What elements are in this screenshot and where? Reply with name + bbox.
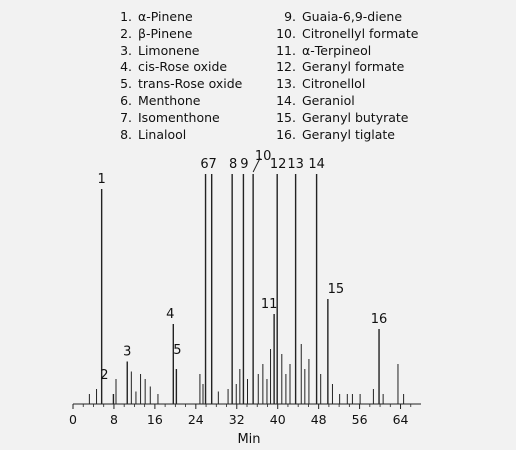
x-tick-label: 56 xyxy=(352,412,368,427)
legend-item: 8. Linalool xyxy=(118,127,186,142)
peak-label: 4 xyxy=(166,307,174,322)
legend-number: 2. xyxy=(120,25,132,41)
legend-item: 16. Geranyl tiglate xyxy=(275,127,395,142)
peak-label: 14 xyxy=(308,157,325,172)
legend-item: 9. Guaia-6,9-diene xyxy=(275,9,402,24)
legend-compound-name: Isomenthone xyxy=(138,109,220,125)
legend-number: 8. xyxy=(120,126,132,142)
legend-number: 11. xyxy=(276,42,296,58)
x-tick-label: 48 xyxy=(311,412,327,427)
x-axis-label: Min xyxy=(237,432,260,447)
legend-number: 10. xyxy=(276,25,296,41)
peak-label: 3 xyxy=(123,345,131,360)
peak-label: 12 xyxy=(270,157,287,172)
legend-compound-name: trans-Rose oxide xyxy=(138,76,243,92)
peak-label: 6 xyxy=(200,157,208,172)
legend-item: 12. Geranyl formate xyxy=(275,59,404,74)
peak-label: 13 xyxy=(287,157,304,172)
legend-compound-name: Geranyl butyrate xyxy=(302,109,409,125)
legend-number: 15. xyxy=(276,109,296,125)
legend-compound-name: α-Terpineol xyxy=(302,42,372,58)
peak-label: 1 xyxy=(98,172,106,187)
peak-label: 2 xyxy=(100,368,108,383)
legend-compound-name: Limonene xyxy=(138,42,200,58)
legend-item: 14. Geraniol xyxy=(275,93,355,108)
legend-item: 3. Limonene xyxy=(118,42,200,58)
x-tick-label: 32 xyxy=(229,412,245,427)
x-tick-label: 8 xyxy=(110,412,118,427)
legend-item: 2. β-Pinene xyxy=(118,26,192,41)
legend-compound-name: Menthone xyxy=(138,93,201,108)
legend-compound-name: cis-Rose oxide xyxy=(138,59,228,75)
peak-label: 9 xyxy=(240,157,248,172)
peak-label: 16 xyxy=(371,312,388,327)
legend-number: 12. xyxy=(276,59,296,75)
legend-number: 7. xyxy=(120,109,132,125)
legend-item: 4. cis-Rose oxide xyxy=(118,59,227,74)
legend-compound-name: Citronellyl formate xyxy=(302,25,419,41)
legend-compound-name: Geranyl tiglate xyxy=(302,126,395,142)
peak-label: 11 xyxy=(261,297,278,312)
peak-10-leader-line xyxy=(252,157,261,173)
legend-number: 4. xyxy=(120,59,132,75)
peak-label: 5 xyxy=(173,343,181,358)
legend-item: 13. Citronellol xyxy=(275,76,365,91)
x-tick-label: 64 xyxy=(393,412,409,427)
legend-item: 11. α-Terpineol xyxy=(275,43,371,58)
legend-item: 10. Citronellyl formate xyxy=(275,26,418,41)
compound-legend: 1. α-Pinene 2. β-Pinene 3. Limonene 4. cis-Rose… xyxy=(0,0,516,150)
legend-number: 9. xyxy=(284,9,296,24)
legend-number: 5. xyxy=(120,76,132,92)
legend-number: 3. xyxy=(120,42,132,58)
legend-item: 5. trans-Rose oxide xyxy=(118,76,242,91)
legend-number: 1. xyxy=(120,9,132,24)
legend-compound-name: β-Pinene xyxy=(138,25,193,41)
legend-number: 6. xyxy=(120,93,132,108)
legend-compound-name: Linalool xyxy=(138,126,187,142)
legend-number: 14. xyxy=(276,93,296,108)
x-tick-label: 40 xyxy=(270,412,286,427)
legend-compound-name: Geranyl formate xyxy=(302,59,405,75)
legend-item: 15. Geranyl butyrate xyxy=(275,109,409,125)
legend-number: 16. xyxy=(276,126,296,142)
x-tick-label: 0 xyxy=(69,412,77,427)
legend-compound-name: Geraniol xyxy=(302,93,355,108)
legend-compound-name: α-Pinene xyxy=(138,9,193,24)
legend-compound-name: Citronellol xyxy=(302,76,366,92)
legend-item: 7. Isomenthone xyxy=(118,110,220,125)
x-tick-label: 24 xyxy=(188,412,204,427)
x-tick-label: 16 xyxy=(147,412,163,427)
legend-item: 6. Menthone xyxy=(118,93,200,108)
peak-label: 8 xyxy=(229,157,237,172)
legend-compound-name: Guaia-6,9-diene xyxy=(302,9,403,24)
peak-label: 7 xyxy=(209,157,217,172)
peak-label: 15 xyxy=(328,282,345,297)
legend-number: 13. xyxy=(276,76,296,92)
legend-item: 1. α-Pinene xyxy=(118,9,193,24)
